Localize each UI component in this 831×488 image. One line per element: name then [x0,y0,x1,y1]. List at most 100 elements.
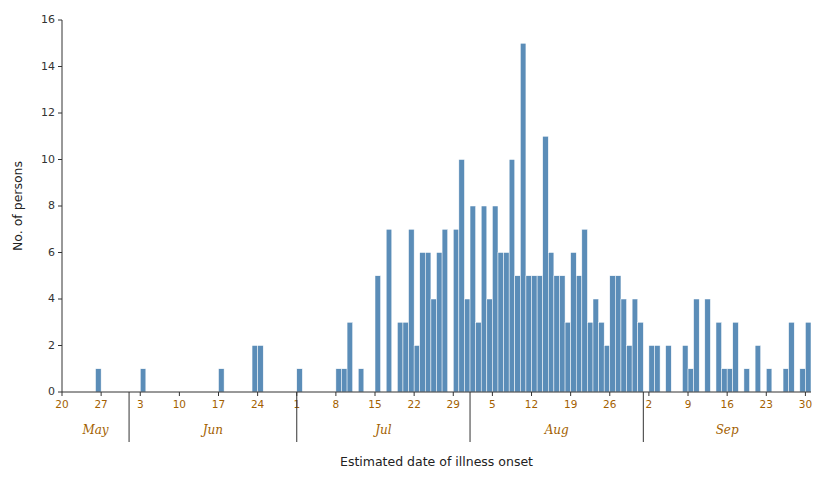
bar [649,346,655,393]
x-tick [727,392,728,396]
x-tick [140,392,141,396]
y-axis-label: No. of persons [10,161,25,251]
bar [409,229,415,392]
bar [252,346,258,393]
month-label: Aug [544,423,569,437]
month-label: May [81,423,108,437]
x-tick-label: 26 [603,398,617,410]
bar [403,322,409,392]
bars [96,43,811,392]
bar [397,322,403,392]
bar [654,346,660,393]
bar [297,369,303,392]
bar [766,369,772,392]
bar [96,369,102,392]
x-tick [570,392,571,396]
bar [481,206,487,392]
y-tick-label: 4 [48,292,55,305]
bar [543,136,549,392]
bar [554,276,560,392]
bar [615,276,621,392]
x-tick [492,392,493,396]
y-tick [58,20,62,21]
bar [537,276,543,392]
y-tick-label: 16 [41,13,55,26]
x-tick [805,392,806,396]
x-tick [648,392,649,396]
bar [504,253,510,393]
bar [375,276,381,392]
y-tick-label: 6 [48,246,55,259]
bar [498,253,504,393]
month-divider [643,392,644,442]
y-tick [58,299,62,300]
bar [593,299,599,392]
bar [358,369,364,392]
y-tick [58,392,62,393]
bar [599,322,605,392]
bar [688,369,694,392]
y-tick-label: 8 [48,199,55,212]
bar [526,276,532,392]
bar [800,369,806,392]
bar [576,276,582,392]
bar [727,369,733,392]
month-label: Sep [716,423,739,437]
x-tick-label: 16 [720,398,734,410]
bar [487,299,493,392]
bar [582,229,588,392]
bar [805,322,811,392]
bar [470,206,476,392]
y-tick [58,206,62,207]
x-tick-label: 24 [251,398,265,410]
x-tick [375,392,376,396]
bar [341,369,347,392]
bar [464,299,470,392]
bar [258,346,264,393]
bar [722,369,728,392]
month-divider [296,392,297,442]
bar [587,322,593,392]
x-tick-label: 12 [525,398,538,410]
bar [559,276,565,392]
y-tick-label: 10 [41,153,55,166]
bar [386,229,392,392]
y-tick-label: 14 [41,60,55,73]
x-tick [218,392,219,396]
x-tick-label: 22 [407,398,420,410]
month-label: Jul [372,423,392,437]
x-tick [257,392,258,396]
bar [632,299,638,392]
x-tick-label: 20 [55,398,68,410]
bar [716,322,722,392]
x-tick-label: 17 [212,398,225,410]
x-tick-label: 27 [94,398,107,410]
bar [347,322,353,392]
x-axis-label: Estimated date of illness onset [340,454,533,469]
bar [453,229,459,392]
bar [744,369,750,392]
x-tick-label: 8 [333,398,340,410]
bar [414,346,420,393]
y-tick [58,159,62,160]
bar [437,253,443,393]
bar [733,322,739,392]
bar [604,346,610,393]
x-tick-label: 5 [489,398,496,410]
bar [431,299,437,392]
bar [627,346,633,393]
chart: 0246810121416202731017241815222951219262… [0,0,831,488]
bar [420,253,426,393]
x-tick [62,392,63,396]
x-tick-label: 30 [799,398,812,410]
y-tick [58,252,62,253]
month-divider [129,392,130,442]
bar [682,346,688,393]
bar [705,299,711,392]
y-tick-label: 12 [41,106,55,119]
bar [666,346,672,393]
x-tick-label: 10 [173,398,186,410]
bar [565,322,571,392]
bar [476,322,482,392]
bar [532,276,538,392]
